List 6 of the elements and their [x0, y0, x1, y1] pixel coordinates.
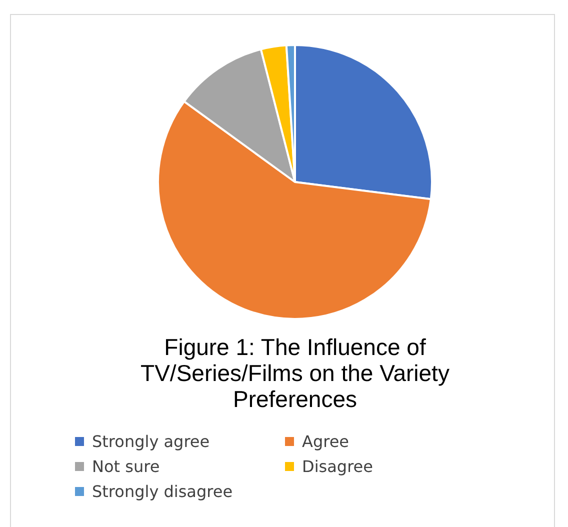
text: Figure 1: The Influence of TV/Series/Films on the Variety Preferences [140, 334, 450, 412]
legend-label: Strongly disagree [92, 482, 233, 501]
legend-label: Disagree [302, 457, 373, 476]
legend-label: Not sure [92, 457, 160, 476]
legend-label: Agree [302, 432, 350, 451]
legend-label: Strongly agree [92, 432, 210, 451]
